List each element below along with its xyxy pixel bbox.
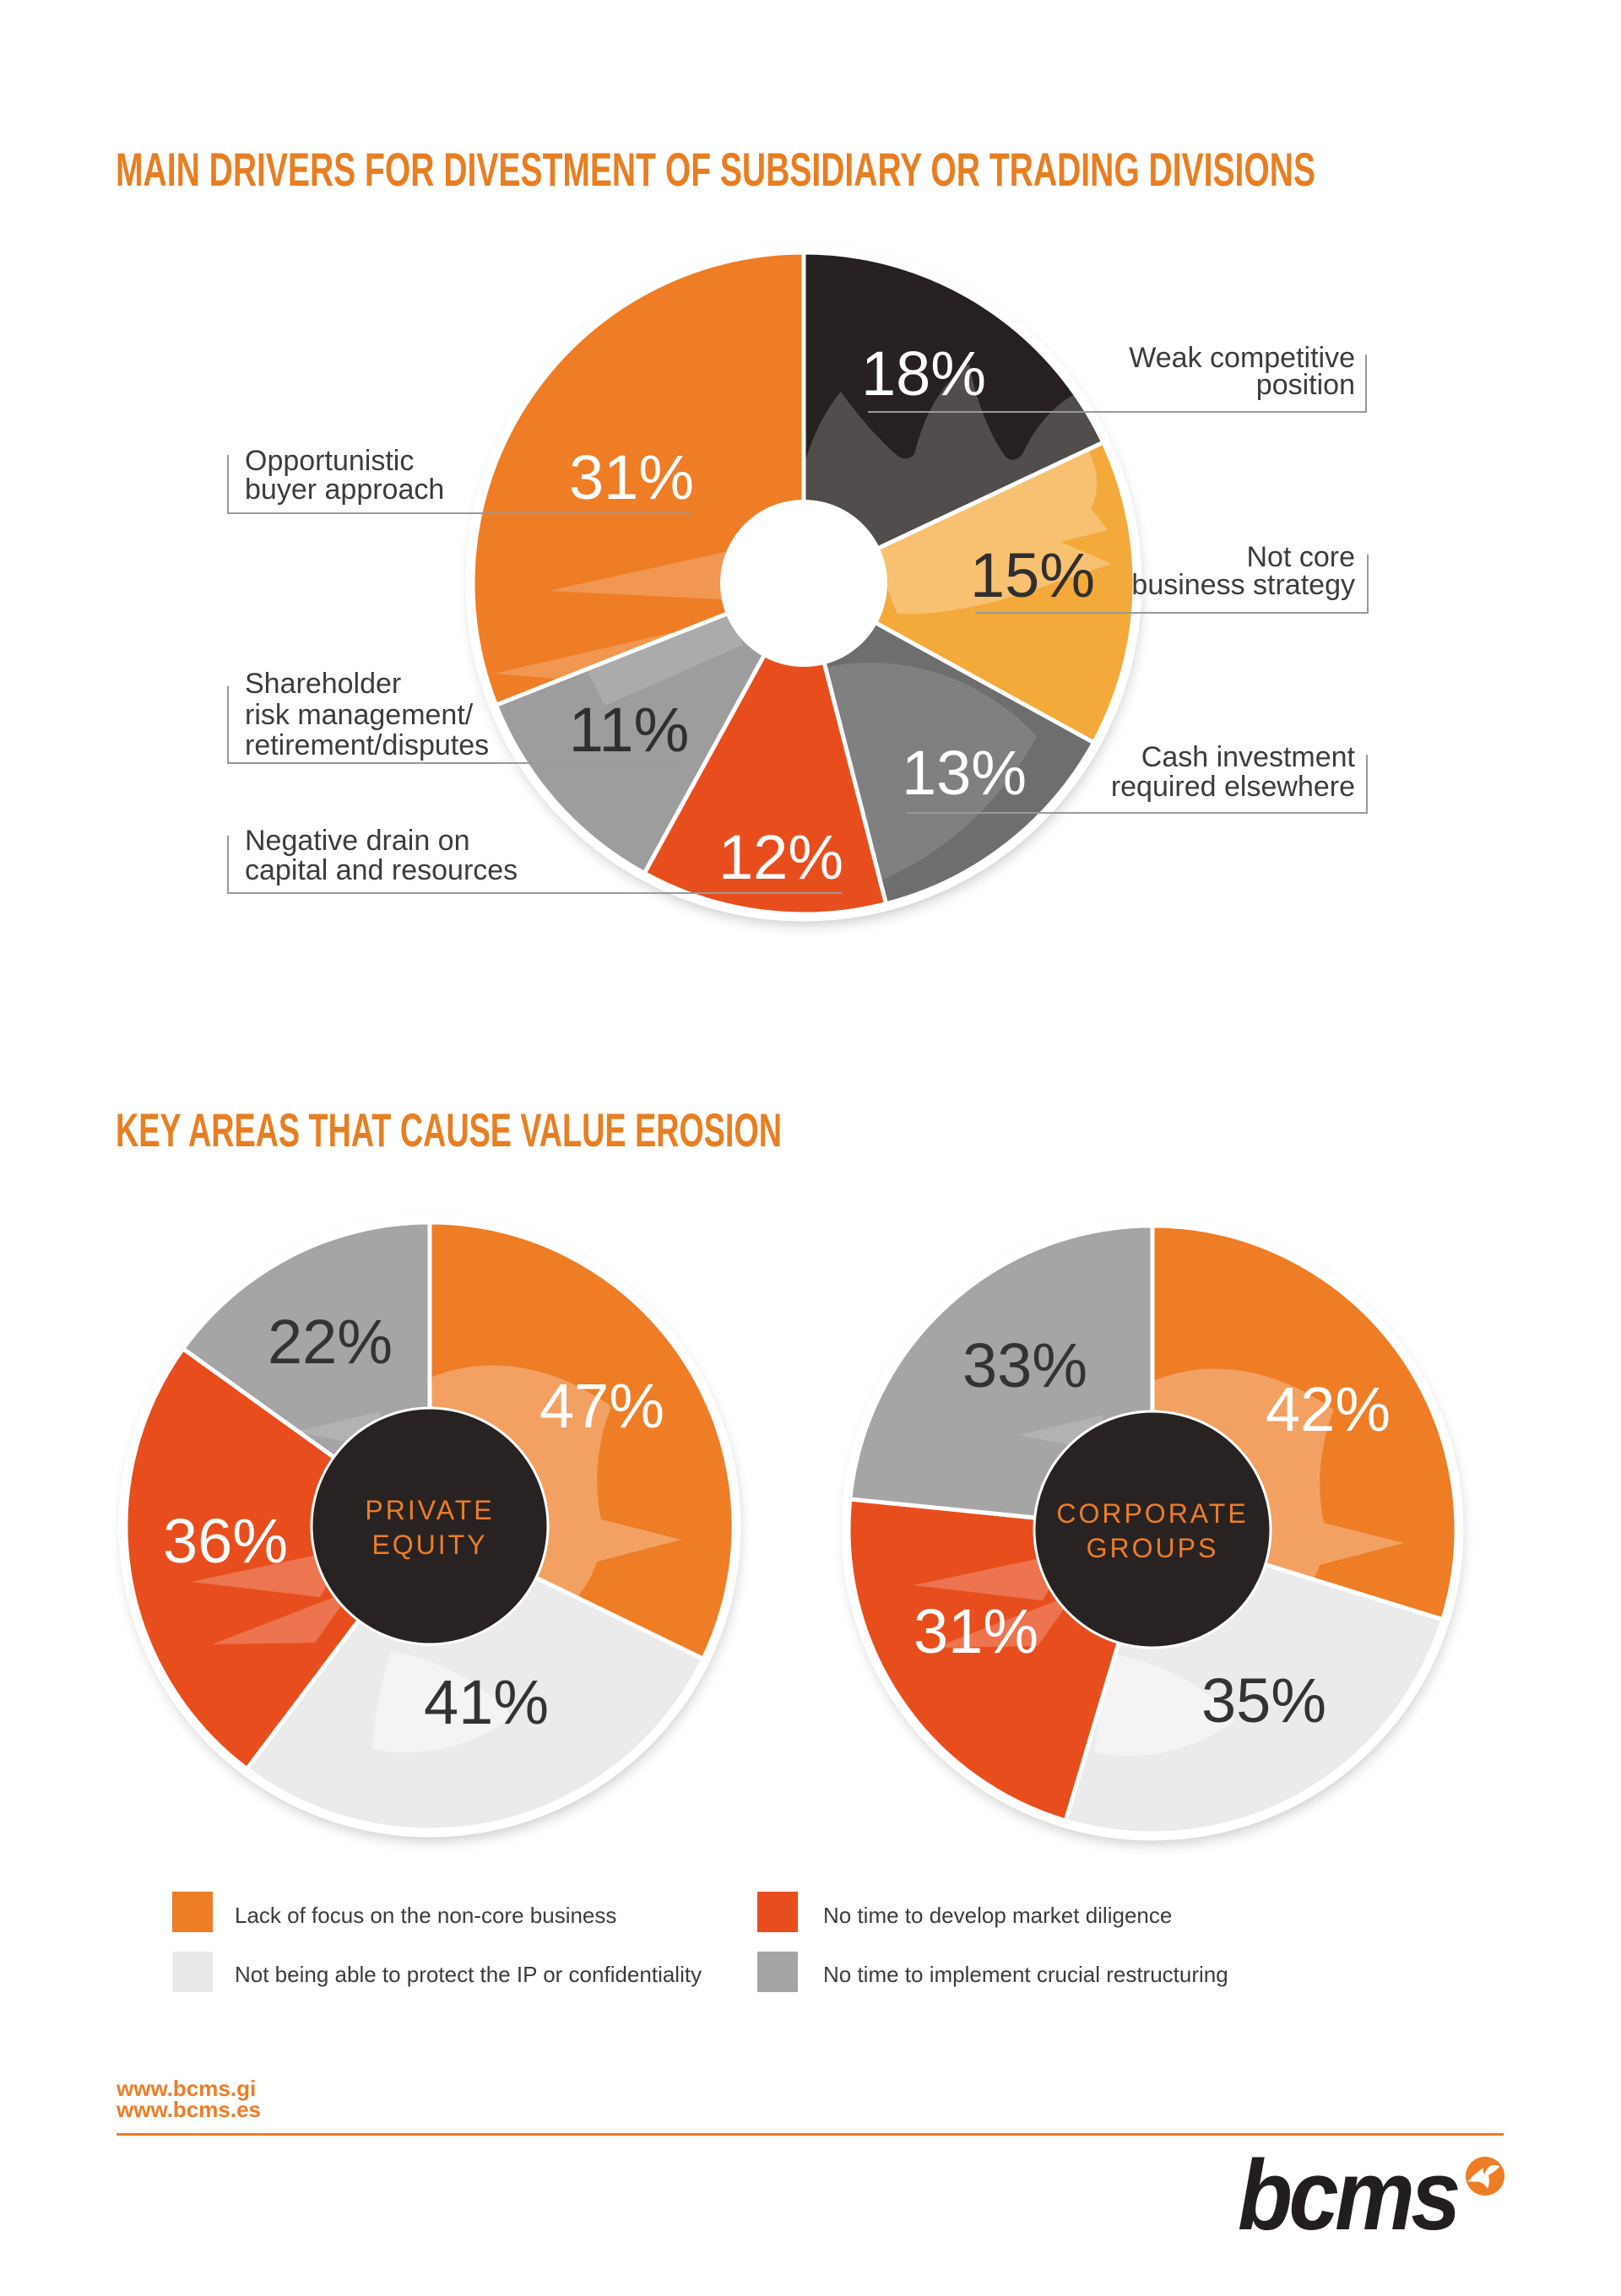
svg-text:42%: 42% (1266, 1374, 1391, 1444)
svg-text:EQUITY: EQUITY (371, 1530, 487, 1560)
svg-text:15%: 15% (970, 540, 1095, 610)
svg-text:12%: 12% (718, 822, 843, 892)
svg-text:buyer approach: buyer approach (245, 474, 444, 506)
svg-text:31%: 31% (914, 1596, 1038, 1666)
svg-text:Cash investment: Cash investment (1141, 741, 1356, 773)
svg-text:www.bcms.es: www.bcms.es (116, 2097, 261, 2122)
svg-text:capital and resources: capital and resources (245, 854, 518, 886)
svg-text:position: position (1256, 369, 1355, 401)
svg-text:Shareholder: Shareholder (245, 668, 401, 700)
svg-text:MAIN DRIVERS FOR DIVESTMENT OF: MAIN DRIVERS FOR DIVESTMENT OF SUBSIDIAR… (116, 143, 1315, 196)
svg-text:Opportunistic: Opportunistic (245, 445, 414, 477)
svg-text:13%: 13% (902, 738, 1027, 808)
svg-text:35%: 35% (1201, 1665, 1326, 1736)
svg-text:Lack of focus on the non-core: Lack of focus on the non-core business (235, 1903, 616, 1928)
svg-text:PRIVATE: PRIVATE (365, 1495, 494, 1525)
svg-text:CORPORATE: CORPORATE (1056, 1498, 1248, 1529)
svg-text:Weak competitive: Weak competitive (1129, 342, 1355, 374)
svg-text:22%: 22% (268, 1307, 393, 1377)
svg-text:No time to develop market dili: No time to develop market diligence (823, 1903, 1172, 1928)
svg-text:11%: 11% (569, 695, 690, 765)
svg-text:KEY AREAS THAT CAUSE VALUE ERO: KEY AREAS THAT CAUSE VALUE EROSION (116, 1103, 782, 1156)
svg-text:41%: 41% (424, 1667, 549, 1737)
svg-text:Negative drain on: Negative drain on (245, 825, 470, 857)
svg-text:36%: 36% (163, 1506, 288, 1576)
svg-text:www.bcms.gi: www.bcms.gi (116, 2076, 256, 2101)
svg-text:bcms: bcms (1238, 2140, 1458, 2251)
svg-text:risk management/: risk management/ (245, 699, 474, 731)
svg-text:Not core: Not core (1247, 541, 1356, 573)
svg-text:33%: 33% (962, 1330, 1087, 1400)
svg-text:No time to implement crucial r: No time to implement crucial restructuri… (823, 1962, 1228, 1987)
svg-text:business strategy: business strategy (1131, 569, 1355, 601)
svg-text:47%: 47% (539, 1371, 664, 1441)
svg-text:GROUPS: GROUPS (1087, 1533, 1219, 1563)
svg-text:31%: 31% (569, 442, 694, 512)
svg-text:required elsewhere: required elsewhere (1111, 771, 1355, 803)
svg-text:Not being able to protect the: Not being able to protect the IP or conf… (235, 1962, 702, 1987)
svg-text:18%: 18% (861, 338, 986, 409)
svg-text:retirement/disputes: retirement/disputes (245, 729, 489, 761)
